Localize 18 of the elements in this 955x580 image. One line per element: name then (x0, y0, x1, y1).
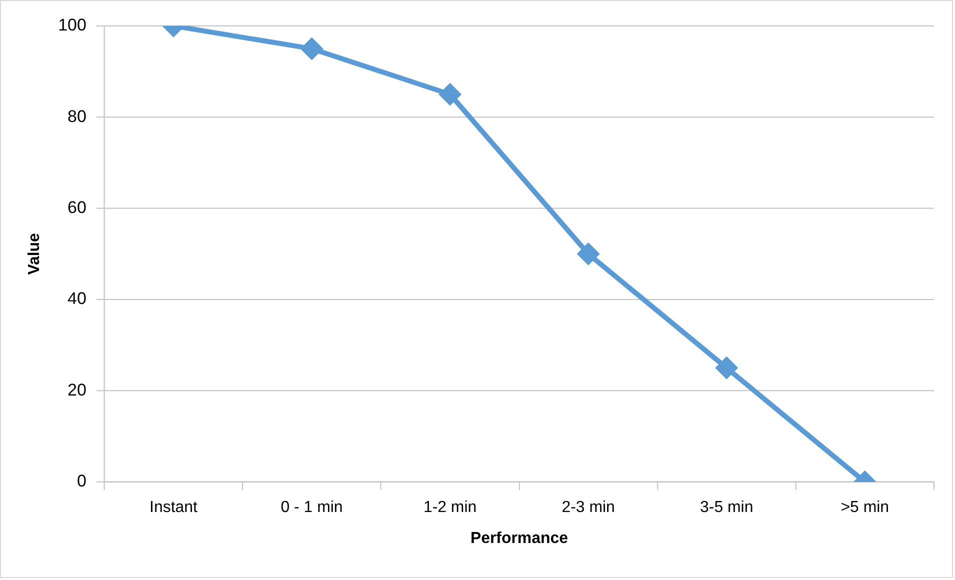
point (301, 38, 322, 60)
x-tick-label: >5 min (840, 498, 890, 516)
y-tick-label: 80 (68, 106, 86, 126)
x-tick-label: 0 - 1 min (280, 498, 343, 516)
point (716, 357, 738, 378)
point (578, 243, 599, 264)
y-tick-label: 60 (68, 198, 86, 217)
x-axis-title: Performance (470, 530, 568, 547)
x-tick-label: 2-3 min (562, 498, 615, 516)
y-axis-title: Value (26, 232, 43, 275)
x-tick-label: 1-2 min (423, 498, 477, 516)
y-tick-label: 20 (68, 380, 86, 400)
y-tick-label: 100 (58, 16, 86, 35)
y-tick-label: 0 (76, 472, 86, 491)
x-tick-label: Instant (150, 498, 198, 516)
x-tick-label: 3-5 min (700, 498, 754, 516)
y-tick-label: 40 (68, 289, 86, 308)
point (440, 84, 461, 105)
